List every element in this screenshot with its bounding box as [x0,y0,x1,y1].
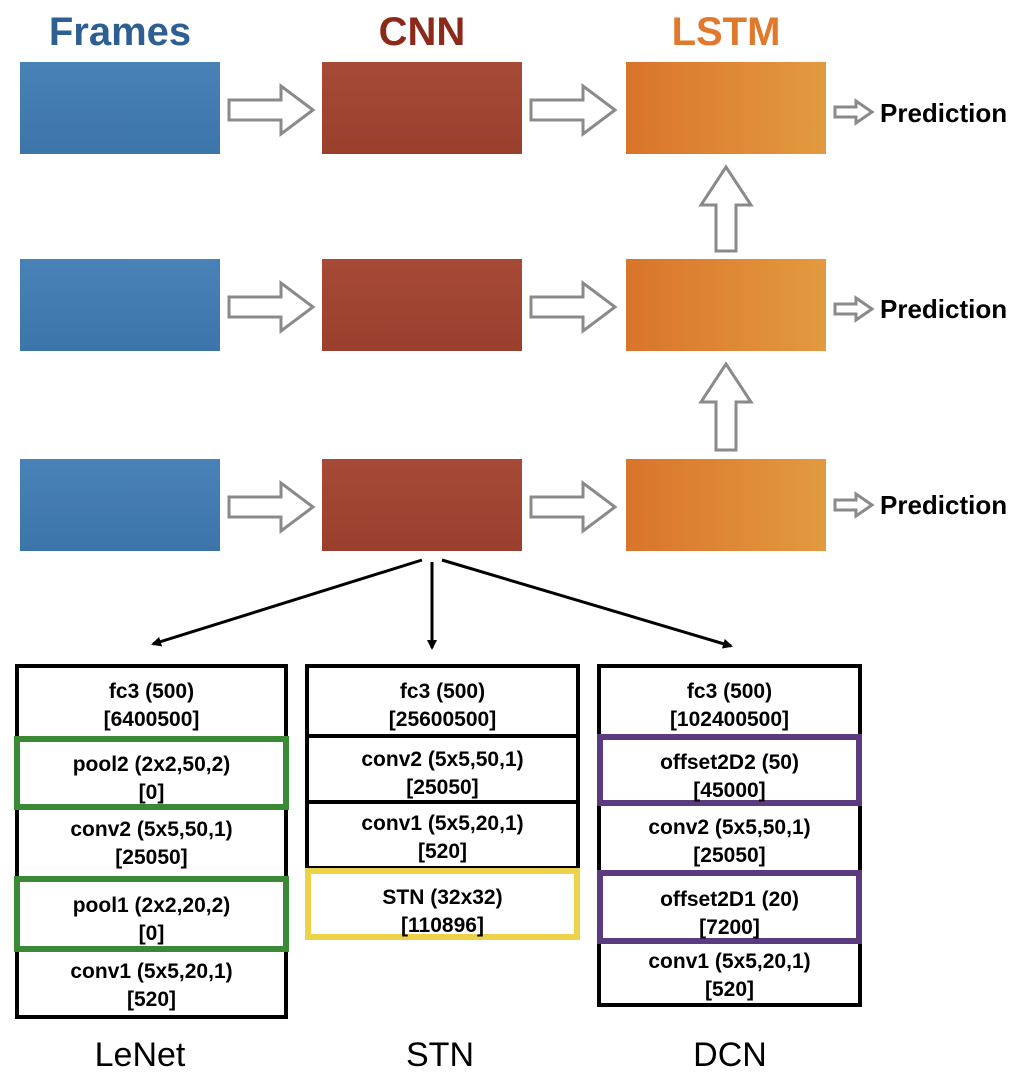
lstm-to-prediction-arrow-2 [833,295,875,323]
dcn-layer-conv2: conv2 (5x5,50,1) [25050] [648,816,811,867]
prediction-label-3: Prediction [880,490,1008,520]
dcn-layer-offset2d2: offset2D2 (50) [45000] [597,734,862,806]
lenet-layer-conv2: conv2 (5x5,50,1) [25050] [70,818,233,869]
dcn-stack: fc3 (500) [102400500] offset2D2 (50) [45… [597,664,862,1007]
cnn-header: CNN [378,10,466,54]
lstm-header: LSTM [671,10,781,54]
cnn-block-2 [322,259,522,351]
lstm-block-2 [626,259,826,351]
lenet-stack: fc3 (500) [6400500] pool2 (2x2,50,2) [0]… [14,664,289,1019]
cnn-to-lstm-arrow-1 [529,83,618,137]
stn-layer-stn: STN (32x32) [110896] [305,868,580,940]
lstm-up-arrow-2 [698,361,754,452]
frame-to-cnn-arrow-2 [227,280,316,334]
lstm-to-prediction-arrow-3 [833,491,875,519]
stn-caption: STN [406,1036,474,1074]
lenet-layer-pool1: pool1 (2x2,20,2) [0] [14,876,289,952]
dcn-layer-conv1: conv1 (5x5,20,1) [520] [648,950,811,1001]
cnn-to-lstm-arrow-2 [529,280,618,334]
frame-to-cnn-arrow-1 [227,83,316,137]
frame-block-3 [20,459,220,551]
frames-header: Frames [48,10,192,54]
lenet-caption: LeNet [94,1036,186,1074]
lenet-layer-fc3: fc3 (500) [6400500] [103,680,200,731]
frame-block-1 [20,62,220,154]
stn-stack-upper: fc3 (500) [25600500] conv2 (5x5,50,1) [2… [305,664,580,804]
lenet-layer-pool2: pool2 (2x2,50,2) [0] [14,736,289,810]
dcn-layer-fc3: fc3 (500) [102400500] [669,680,790,731]
lstm-block-3 [626,459,826,551]
cnn-to-lenet-arrow [151,558,423,647]
lstm-block-1 [626,62,826,154]
stn-stack-lower: conv1 (5x5,20,1) [520] [305,800,580,870]
prediction-label-1: Prediction [880,98,1008,128]
cnn-block-3 [322,459,522,551]
dcn-layer-offset2d1: offset2D1 (20) [7200] [597,870,862,944]
lstm-up-arrow-1 [698,164,754,253]
stn-layer-fc3: fc3 (500) [25600500] [388,680,497,731]
lenet-layer-conv1: conv1 (5x5,20,1) [520] [70,960,233,1011]
stn-layer-conv1: conv1 (5x5,20,1) [520] [361,812,524,863]
lstm-to-prediction-arrow-1 [833,98,875,126]
dcn-caption: DCN [693,1036,767,1074]
prediction-label-2: Prediction [880,294,1008,324]
stn-layer-conv2: conv2 (5x5,50,1) [25050] [309,734,576,804]
cnn-block-1 [322,62,522,154]
cnn-to-lstm-arrow-3 [529,480,618,534]
cnn-to-dcn-arrow [441,558,733,649]
frame-to-cnn-arrow-3 [227,480,316,534]
frame-block-2 [20,259,220,351]
